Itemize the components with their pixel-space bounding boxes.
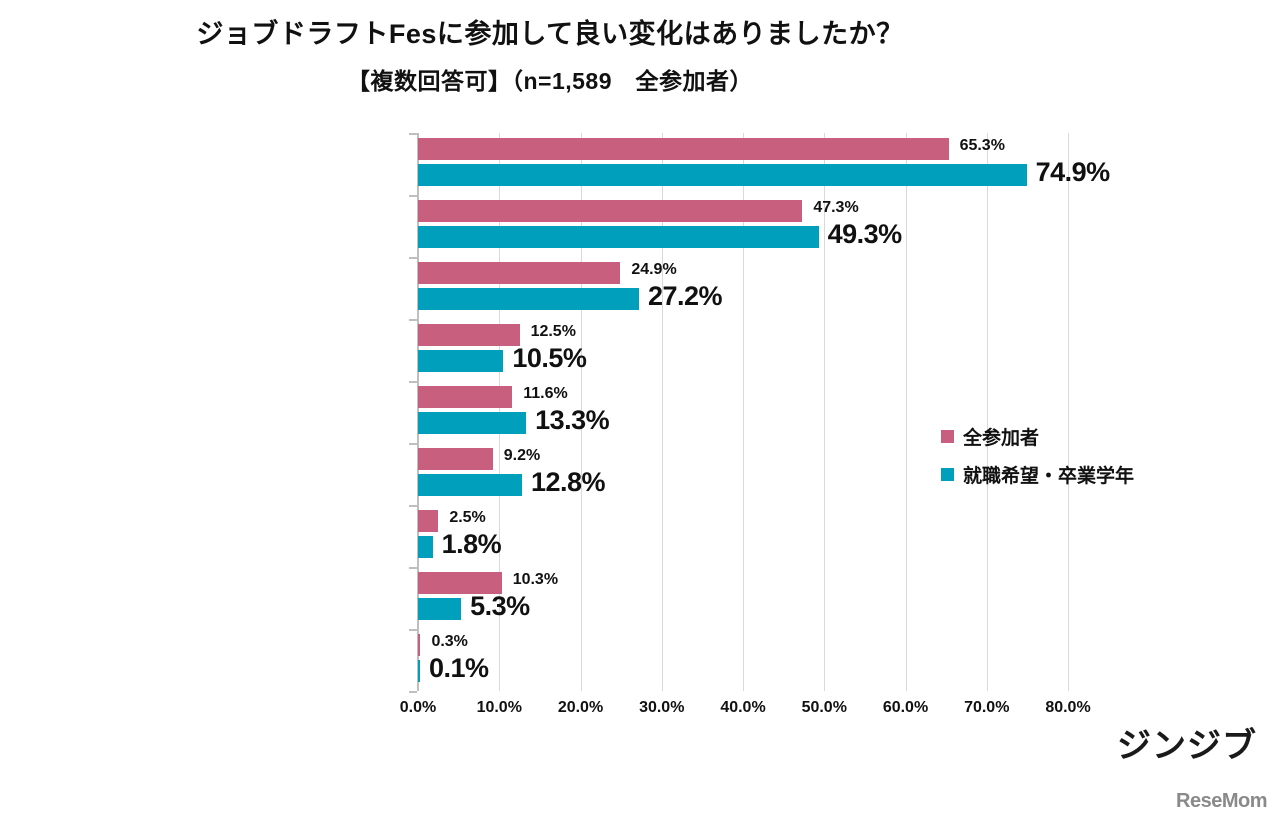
bar-all-participants — [418, 572, 502, 594]
gridline-40.0% — [743, 133, 744, 691]
value-label-job-seeking-grads: 5.3% — [470, 591, 530, 621]
plot-area: 企業選びの参考になった65.3%74.9%職種について知れた47.3%49.3%… — [418, 133, 1110, 691]
value-label-all-participants: 10.3% — [512, 571, 559, 588]
bar-all-participants — [418, 634, 421, 656]
bar-all-participants — [418, 386, 513, 408]
bar-all-participants — [418, 262, 621, 284]
value-label-all-participants: 47.3% — [813, 199, 859, 216]
x-tick-label: 70.0% — [964, 699, 1010, 716]
value-label-job-seeking-grads: 13.3% — [535, 405, 610, 435]
value-label-all-participants: 11.6% — [523, 385, 568, 402]
bar-job-seeking-grads — [418, 660, 420, 682]
bar-row: 職種について知れた47.3%49.3% — [418, 195, 1068, 257]
bar-row: 自分の興味が分かった12.5%10.5% — [418, 319, 1068, 381]
bar-row: 会社の人と話すことに慣れた11.6%13.3% — [418, 381, 1068, 443]
bar-job-seeking-grads — [418, 536, 433, 558]
value-label-job-seeking-grads: 27.2% — [648, 281, 723, 311]
bar-all-participants — [418, 510, 439, 532]
legend-label: 全参加者 — [963, 428, 1040, 449]
y-axis-tick — [409, 629, 417, 631]
legend: 全参加者就職希望・卒業学年 — [941, 423, 1134, 499]
y-axis-tick — [409, 567, 417, 569]
bar-job-seeking-grads — [418, 288, 639, 310]
y-axis-line — [417, 133, 419, 691]
legend-swatch-icon — [941, 468, 954, 481]
gridline-50.0% — [824, 133, 826, 691]
y-axis-tick — [409, 319, 417, 321]
legend-swatch-icon — [941, 430, 954, 443]
bar-row: 企業選びの参考になった65.3%74.9% — [418, 133, 1110, 195]
bar-job-seeking-grads — [418, 226, 819, 248]
bar-job-seeking-grads — [418, 474, 522, 496]
x-tick-label: 80.0% — [1045, 699, 1091, 716]
gridline-30.0% — [661, 133, 663, 691]
x-tick-label: 60.0% — [882, 699, 929, 716]
x-tick-label: 50.0% — [801, 699, 847, 716]
legend-label: 就職希望・卒業学年 — [963, 466, 1135, 487]
bar-all-participants — [418, 138, 949, 160]
x-tick-label: 10.0% — [476, 699, 522, 716]
value-label-all-participants: 0.3% — [431, 633, 468, 650]
gridline-20.0% — [580, 133, 582, 691]
legend-item-job-seeking-grads: 就職希望・卒業学年 — [941, 461, 1134, 488]
x-tick-label: 30.0% — [639, 699, 685, 716]
value-label-all-participants: 12.5% — [530, 323, 576, 340]
value-label-job-seeking-grads: 1.8% — [441, 529, 502, 559]
bar-row: 良い変化はなかった2.5%1.8% — [418, 505, 1068, 567]
resemom-watermark: ReseMom — [1176, 790, 1267, 812]
jinjib-logo: ジンジブ — [1117, 726, 1257, 766]
y-axis-tick — [409, 133, 417, 135]
value-label-all-participants: 2.5% — [449, 509, 486, 526]
x-tick-label: 40.0% — [720, 699, 766, 716]
bar-row: 体験して仕事が楽しそうに思えた24.9%27.2% — [418, 257, 1068, 319]
value-label-job-seeking-grads: 12.8% — [531, 467, 606, 497]
gridline-80.0% — [1068, 133, 1069, 691]
bar-row: 就活への自信が持てた9.2%12.8% — [418, 443, 1068, 505]
bar-row: その他0.3%0.1% — [418, 629, 1068, 691]
bar-job-seeking-grads — [418, 164, 1027, 186]
bar-all-participants — [418, 324, 520, 346]
bar-all-participants — [418, 448, 493, 470]
value-label-all-participants: 9.2% — [503, 447, 541, 464]
y-axis-tick — [409, 381, 417, 383]
x-axis: 0.0% 10.0% 20.0% 30.0% 40.0% 50.0% 60.0% 70.0% 8… — [400, 693, 1091, 723]
y-axis-tick — [409, 443, 417, 445]
value-label-all-participants: 65.3% — [959, 137, 1005, 154]
bar-job-seeking-grads — [418, 598, 462, 620]
value-label-job-seeking-grads: 10.5% — [512, 343, 587, 373]
y-axis-tick — [409, 195, 417, 197]
value-label-all-participants: 24.9% — [631, 261, 677, 278]
chart-subtitle: 【複数回答可】（n=1,589 全参加者） — [346, 67, 754, 94]
gridline-70.0% — [986, 133, 988, 691]
x-tick-label: 0.0% — [399, 699, 437, 716]
title-block: ジョブドラフトFesに参加して良い変化はありましたか？ 【複数回答可】（n=1,… — [0, 18, 1100, 96]
legend-item-all-participants: 全参加者 — [941, 423, 1134, 450]
chart-title: ジョブドラフトFesに参加して良い変化はありましたか？ — [196, 19, 904, 49]
value-label-job-seeking-grads: 49.3% — [827, 219, 903, 249]
y-axis-tick — [409, 505, 417, 507]
bar-job-seeking-grads — [418, 350, 504, 372]
y-axis-tick — [409, 691, 417, 693]
bar-all-participants — [418, 200, 803, 222]
bar-job-seeking-grads — [418, 412, 527, 434]
gridline-60.0% — [905, 133, 907, 691]
bar-row: 分からない・答えられない10.3%5.3% — [418, 567, 1068, 629]
x-tick-label: 20.0% — [557, 699, 604, 716]
y-axis-tick — [409, 257, 417, 259]
value-label-job-seeking-grads: 74.9% — [1035, 157, 1111, 187]
value-label-job-seeking-grads: 0.1% — [429, 653, 489, 683]
